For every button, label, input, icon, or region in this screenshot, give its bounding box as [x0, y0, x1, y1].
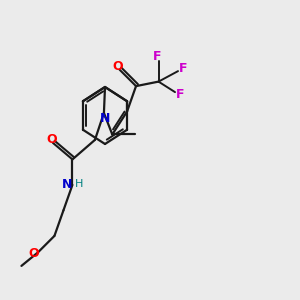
Text: H: H	[75, 179, 83, 189]
Text: N: N	[100, 112, 111, 125]
Text: F: F	[176, 88, 185, 101]
Text: F: F	[153, 50, 161, 63]
Text: O: O	[113, 59, 123, 73]
Text: F: F	[179, 62, 188, 75]
Text: O: O	[46, 133, 57, 146]
Text: O: O	[28, 248, 39, 260]
Text: N: N	[62, 178, 72, 191]
